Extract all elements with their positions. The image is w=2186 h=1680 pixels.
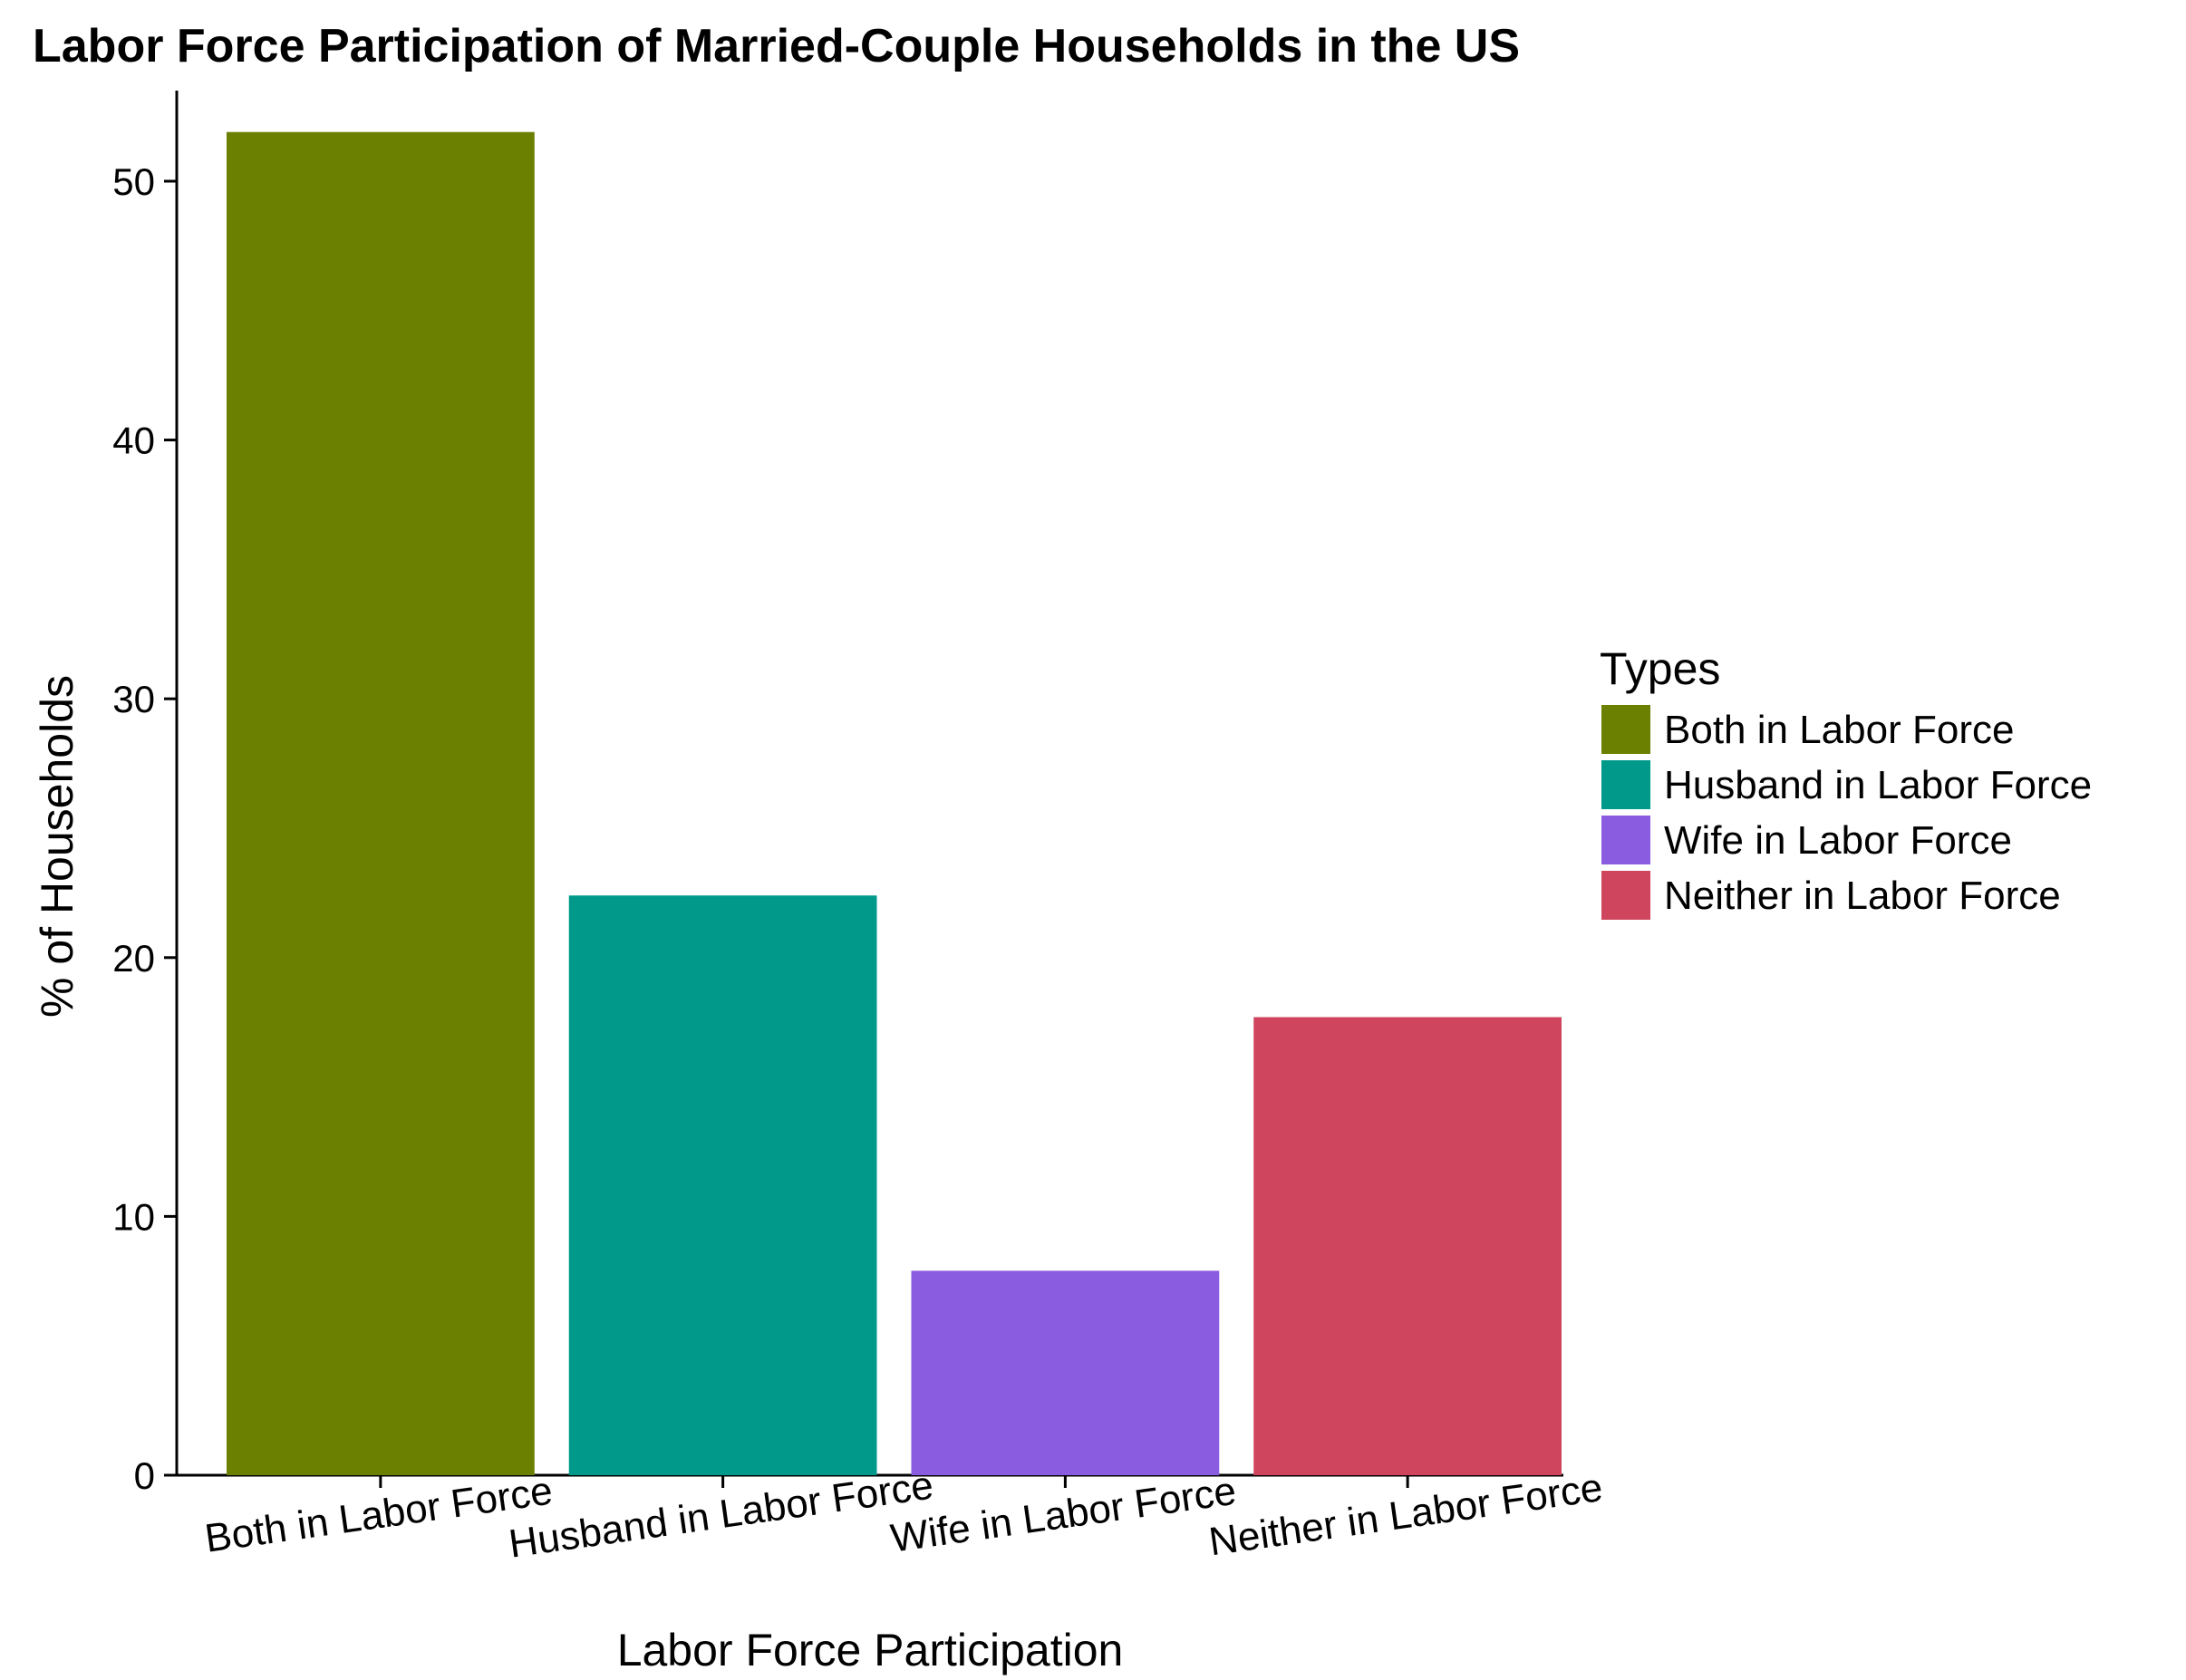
x-axis-title: Labor Force Participation (617, 1625, 1124, 1675)
legend-label: Husband in Labor Force (1664, 763, 2092, 807)
bar-wife-in-labor-force (911, 1270, 1220, 1475)
x-tick-label: Husband in Labor Force (506, 1463, 935, 1567)
x-tick-label: Neither in Labor Force (1206, 1465, 1605, 1564)
legend-items: Both in Labor Force Husband in Labor Forc… (1601, 705, 2092, 920)
x-tick-label: Wife in Labor Force (888, 1469, 1239, 1561)
bar-neither-in-labor-force (1253, 1017, 1562, 1475)
legend-swatch-husband-in-labor-force (1601, 760, 1650, 809)
legend-title: Types (1600, 643, 1720, 694)
bars (227, 131, 1562, 1476)
bar-husband-in-labor-force (568, 895, 877, 1475)
bar-both-in-labor-force (227, 131, 535, 1476)
y-axis-title: % of Households (32, 675, 82, 1018)
chart-title: Labor Force Participation of Married-Cou… (33, 20, 1520, 72)
y-tick-label: 0 (134, 1454, 155, 1497)
y-tick-label: 30 (112, 678, 155, 720)
legend-swatch-both-in-labor-force (1601, 705, 1650, 754)
y-tick-label: 10 (112, 1195, 155, 1238)
legend-label: Both in Labor Force (1664, 708, 2014, 752)
legend-label: Neither in Labor Force (1664, 874, 2061, 918)
legend-swatch-neither-in-labor-force (1601, 871, 1650, 920)
y-tick-label: 50 (112, 160, 155, 203)
x-tick-label: Both in Labor Force (202, 1468, 556, 1560)
y-tick-label: 20 (112, 937, 155, 980)
legend-swatch-wife-in-labor-force (1601, 816, 1650, 864)
y-tick-label: 40 (112, 420, 155, 462)
y-axis-ticks: 0 10 20 30 40 50 (112, 160, 177, 1497)
legend-label: Wife in Labor Force (1664, 818, 2012, 863)
legend: Types Both in Labor Force Husband in Labo… (1600, 643, 2092, 920)
